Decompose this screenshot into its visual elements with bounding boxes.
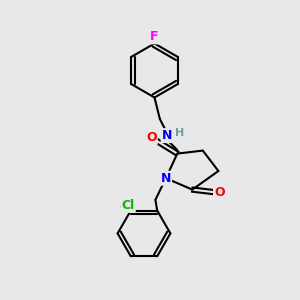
Text: O: O	[146, 131, 157, 144]
Text: N: N	[162, 129, 172, 142]
Text: H: H	[175, 128, 184, 138]
Text: F: F	[150, 30, 159, 44]
Text: O: O	[214, 185, 225, 199]
Text: Cl: Cl	[122, 199, 135, 212]
Text: N: N	[161, 172, 171, 185]
